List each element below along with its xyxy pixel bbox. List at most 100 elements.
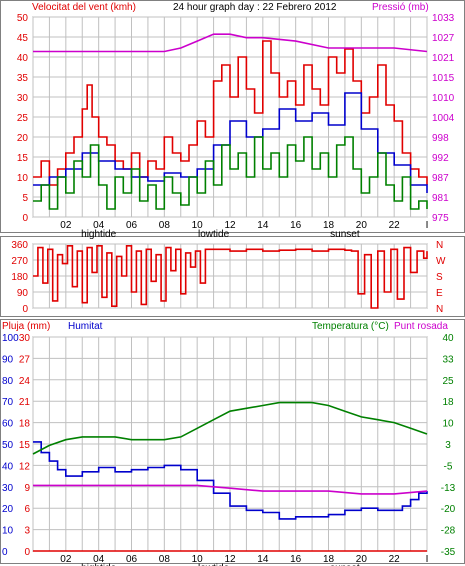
hour-tick-label: 18 [323, 220, 335, 231]
rain-tick-label: 12 [19, 461, 31, 472]
event-label-lowtide: lowtide [198, 229, 230, 240]
hour-tick-label: 22 [389, 554, 401, 565]
hour-tick-label: 08 [159, 220, 171, 231]
temperature-tick-label: -20 [441, 504, 456, 515]
hour-tick-label: 20 [356, 220, 368, 231]
direction-tick-label: 90 [17, 288, 29, 299]
temperature-tick-label: 3 [445, 440, 451, 451]
hour-tick-label: 16 [290, 220, 302, 231]
humidity-tick-label: 80 [2, 376, 14, 387]
rain-tick-label: 30 [19, 333, 31, 344]
pressure-axis-label: Pressió (mb) [372, 2, 429, 13]
chart-title: 24 hour graph day : 22 Febrero 2012 [173, 2, 337, 13]
compass-tick-label: W [436, 256, 446, 267]
humidity-tick-label: 70 [2, 397, 14, 408]
wind-tick-label: 10 [17, 173, 29, 184]
pressure-tick-label: 987 [432, 173, 449, 184]
humidity-tick-label: 60 [2, 419, 14, 430]
rain-tick-label: 21 [19, 397, 31, 408]
hour-tick-label: 12 [224, 554, 236, 565]
pressure-tick-label: 1027 [432, 33, 455, 44]
wind-tick-label: 50 [17, 13, 29, 24]
rain-tick-label: 6 [24, 504, 30, 515]
hour-tick-label: 10 [192, 220, 204, 231]
series-line-punt-rosada [33, 484, 428, 495]
humidity-tick-label: 10 [2, 526, 14, 537]
rain-tick-label: 0 [24, 547, 30, 558]
humidity-axis-label: Humitat [68, 321, 103, 332]
humidity-tick-label: 100 [2, 333, 19, 344]
pressure-tick-label: 998 [432, 133, 449, 144]
temperature-tick-label: 18 [442, 397, 454, 408]
humidity-tick-label: 90 [2, 354, 14, 365]
temperature-tick-label: 10 [442, 419, 454, 430]
humidity-tick-label: 40 [2, 461, 14, 472]
hour-tick-label: 08 [159, 554, 171, 565]
temperature-tick-label: -35 [441, 547, 456, 558]
hour-tick-label: 16 [290, 554, 302, 565]
hour-tick-label: 14 [257, 554, 269, 565]
hour-tick-label: 14 [257, 220, 269, 231]
compass-tick-label: N [436, 240, 443, 251]
event-label-hightide: hightide [81, 229, 116, 240]
temperature-tick-label: 40 [442, 333, 454, 344]
hour-tick-label: 04 [93, 554, 105, 565]
humidity-tick-label: 20 [2, 504, 14, 515]
rain-tick-label: 18 [19, 419, 31, 430]
wind-tick-label: 15 [17, 153, 29, 164]
direction-tick-label: 180 [11, 272, 28, 283]
hour-tick-label: I [426, 220, 429, 231]
pressure-tick-label: 992 [432, 153, 449, 164]
event-label-lowtide: lowtide [198, 563, 230, 566]
climate-plot: 0 0 -35 10 3 -28 20 6 -20 30 9 -13 40 12 -5 50 15 3 60 18 10… [2, 333, 456, 566]
compass-tick-label: N [436, 304, 443, 315]
wind-tick-label: 30 [17, 93, 29, 104]
temperature-axis-label: Temperatura (°C) [312, 321, 389, 332]
humidity-tick-label: 50 [2, 440, 14, 451]
compass-tick-label: E [436, 288, 443, 299]
wind-tick-label: 0 [22, 213, 28, 224]
series-line-temperatura [32, 401, 428, 455]
direction-tick-label: 360 [11, 240, 28, 251]
hour-tick-label: 18 [323, 554, 335, 565]
wind-tick-label: 35 [17, 73, 29, 84]
rain-tick-label: 15 [19, 440, 31, 451]
rain-tick-label: 27 [19, 354, 31, 365]
event-label-sunset: sunset [330, 229, 360, 240]
temperature-tick-label: -28 [441, 526, 456, 537]
wind-axis-label: Velocitat del vent (kmh) [32, 2, 136, 13]
temperature-tick-label: 33 [442, 354, 454, 365]
compass-tick-label: S [436, 272, 443, 283]
series-line-pressió [33, 33, 428, 53]
rain-tick-label: 24 [19, 376, 31, 387]
rain-tick-label: 9 [24, 483, 30, 494]
dewpoint-axis-label: Punt rosada [394, 321, 448, 332]
hour-tick-label: 22 [389, 220, 401, 231]
humidity-tick-label: 30 [2, 483, 14, 494]
wind-tick-label: 40 [17, 53, 29, 64]
wind-tick-label: 5 [22, 193, 28, 204]
hour-tick-label: I [426, 554, 429, 565]
pressure-tick-label: 1010 [432, 93, 455, 104]
rain-axis-label: Pluja (mm) [2, 321, 50, 332]
wind-pressure-plot: 0510152025303540455097598198799299810041… [17, 13, 455, 240]
hour-tick-label: 02 [60, 220, 72, 231]
series-line-direction [33, 245, 428, 309]
hour-tick-label: 06 [126, 220, 138, 231]
wind-tick-label: 25 [17, 113, 29, 124]
temperature-tick-label: -5 [444, 461, 453, 472]
temperature-tick-label: -13 [441, 483, 456, 494]
event-label-sunset: sunset [330, 563, 360, 566]
hour-tick-label: 06 [126, 554, 138, 565]
wind-tick-label: 20 [17, 133, 29, 144]
event-label-hightide: hightide [81, 563, 116, 566]
pressure-tick-label: 1015 [432, 73, 455, 84]
pressure-tick-label: 1004 [432, 113, 455, 124]
series-line-velocitat-mitjana [33, 136, 428, 210]
rain-tick-label: 3 [24, 526, 30, 537]
humidity-tick-label: 0 [2, 547, 8, 558]
pressure-tick-label: 975 [432, 213, 449, 224]
pressure-tick-label: 1021 [432, 53, 455, 64]
